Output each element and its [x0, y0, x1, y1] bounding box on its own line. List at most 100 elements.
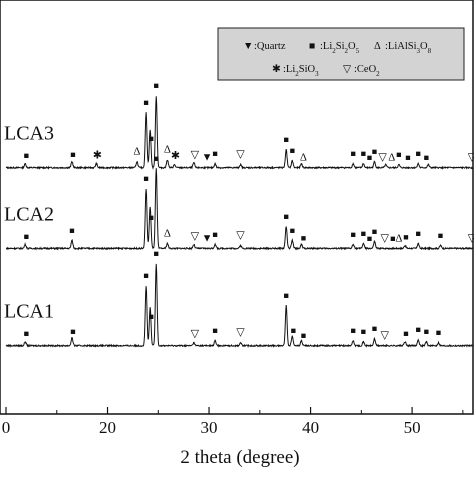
phase-marker: ■ — [367, 233, 372, 243]
phase-marker: ■ — [403, 329, 408, 339]
phase-marker: ■ — [212, 229, 217, 239]
phase-marker: ▽ — [191, 149, 200, 161]
series-layer: ■ ■ ✱ Δ■■■Δ✱ ▽ ▼ ■ ▽■■Δ ■ ■ ■■ ▽ Δ ■ ■ ■ ■ ▽LCA3■■■■■Δ ▽ ▼ ■… — [4, 81, 474, 348]
phase-marker: Δ — [388, 152, 395, 164]
phase-marker: ▽ — [380, 330, 389, 342]
phase-marker: ▼ — [202, 232, 213, 244]
phase-marker: ■ — [438, 230, 443, 240]
phase-marker: ■ — [143, 98, 148, 108]
phase-marker: ■ — [350, 229, 355, 239]
phase-marker: ■ — [415, 149, 420, 159]
phase-marker: ■ — [301, 330, 306, 340]
phase-marker: Δ — [164, 144, 171, 156]
legend-marker: ▽ — [343, 64, 352, 75]
phase-marker: ■ — [290, 225, 295, 235]
phase-marker: ■ — [372, 226, 377, 236]
legend-label: :CeO2 — [354, 64, 380, 78]
phase-marker: ■ — [24, 231, 29, 241]
phase-marker: ▽ — [236, 149, 245, 161]
phase-marker: ▼ — [202, 152, 213, 164]
series-line — [5, 263, 474, 348]
legend-item: ▼:Quartz — [243, 41, 286, 52]
phase-marker: ▽ — [378, 152, 387, 164]
phase-marker: ■ — [350, 326, 355, 336]
phase-marker: ■ — [148, 312, 153, 322]
phase-marker: ■ — [212, 326, 217, 336]
legend-label: :Li2Si2O5 — [320, 41, 360, 55]
phase-marker: ■ — [291, 326, 296, 336]
x-tick-label: 0 — [2, 418, 11, 437]
phase-marker: ■ — [154, 249, 159, 259]
phase-marker: ■ — [24, 329, 29, 339]
phase-marker: ▽ — [191, 328, 200, 340]
legend-item: ■ :Li2Si2O5 — [309, 41, 360, 55]
phase-marker: ■ — [415, 325, 420, 335]
sample-label: LCA1 — [4, 301, 54, 323]
phase-marker: ■ — [424, 152, 429, 162]
phase-marker: ■ — [396, 150, 401, 160]
x-tick-label: 30 — [201, 418, 218, 437]
phase-marker: ▽ — [468, 152, 474, 164]
x-tick-label: 40 — [302, 418, 319, 437]
sample-label: LCA2 — [4, 203, 54, 225]
phase-marker: ▽ — [468, 232, 474, 244]
phase-marker: ■ — [24, 151, 29, 161]
phase-marker: ✱ — [171, 150, 180, 162]
phase-marker: Δ — [395, 232, 402, 244]
phase-marker: ■ — [361, 228, 366, 238]
phase-marker: ■ — [154, 153, 159, 163]
legend-marker: Δ — [374, 41, 381, 52]
legend-label: :LiAlSi3O8 — [385, 41, 432, 55]
legend-label: :Li2SiO3 — [283, 64, 319, 78]
phase-marker: ■ — [290, 146, 295, 156]
phase-marker: Δ — [133, 146, 140, 158]
phase-marker: ■ — [367, 153, 372, 163]
phase-marker: ■ — [390, 233, 395, 243]
phase-marker: ■ — [361, 327, 366, 337]
phase-marker: ■ — [212, 149, 217, 159]
legend: ▼:Quartz ■ :Li2Si2O5 Δ :LiAlSi3O8 ✱:Li2SiO3 ▽:… — [217, 27, 465, 81]
phase-marker: ▽ — [191, 230, 200, 242]
phase-marker: ■ — [143, 173, 148, 183]
x-axis-title: 2 theta (degree) — [180, 447, 299, 468]
series-lca1: ■ ■■■■▽ ■ ▽■■ ■ ■ ■ ■▽ ■ ■ ■ ■LCA1 — [4, 249, 474, 348]
legend-item: ✱:Li2SiO3 — [272, 63, 319, 78]
legend-marker: ▼ — [243, 41, 253, 52]
phase-marker: ■ — [154, 81, 159, 91]
legend-item: Δ :LiAlSi3O8 — [374, 41, 432, 55]
phase-marker: ■ — [69, 225, 74, 235]
phase-marker: ✱ — [93, 150, 102, 162]
legend-item: ▽:CeO2 — [343, 64, 380, 78]
phase-marker: ■ — [301, 233, 306, 243]
legend-marker: ✱ — [272, 63, 281, 75]
phase-marker: ■ — [403, 232, 408, 242]
phase-marker: ■ — [283, 135, 288, 145]
phase-marker: ■ — [283, 211, 288, 221]
phase-marker: ■ — [70, 150, 75, 160]
phase-marker: ■ — [350, 149, 355, 159]
x-tick-label: 50 — [404, 418, 421, 437]
phase-marker: Δ — [300, 151, 307, 163]
phase-marker: ■ — [148, 134, 153, 144]
legend-box — [217, 27, 465, 81]
phase-marker: ■ — [372, 324, 377, 334]
phase-marker: ■ — [70, 327, 75, 337]
phase-marker: ■ — [143, 271, 148, 281]
series-line — [5, 96, 474, 170]
phase-marker: ▽ — [236, 229, 245, 241]
phase-marker: ▽ — [236, 327, 245, 339]
phase-marker: ■ — [405, 153, 410, 163]
phase-marker: ■ — [436, 328, 441, 338]
sample-label: LCA3 — [4, 123, 54, 145]
legend-label: :Quartz — [254, 41, 286, 52]
x-tick-label: 20 — [99, 418, 116, 437]
legend-marker: ■ — [309, 41, 315, 52]
phase-marker: ■ — [148, 212, 153, 222]
phase-marker: ■ — [361, 149, 366, 159]
phase-marker: Δ — [164, 227, 171, 239]
plot-frame — [0, 0, 474, 415]
series-lca2: ■■■■■Δ ▽ ▼ ■ ▽■■■ ■ ■ ■■▽ ■ Δ ■ ■ ■ ▽LCA2 — [4, 153, 474, 251]
series-lca3: ■ ■ ✱ Δ■■■Δ✱ ▽ ▼ ■ ▽■■Δ ■ ■ ■■ ▽ Δ ■ ■ ■ ■ ▽LCA3 — [4, 81, 474, 170]
